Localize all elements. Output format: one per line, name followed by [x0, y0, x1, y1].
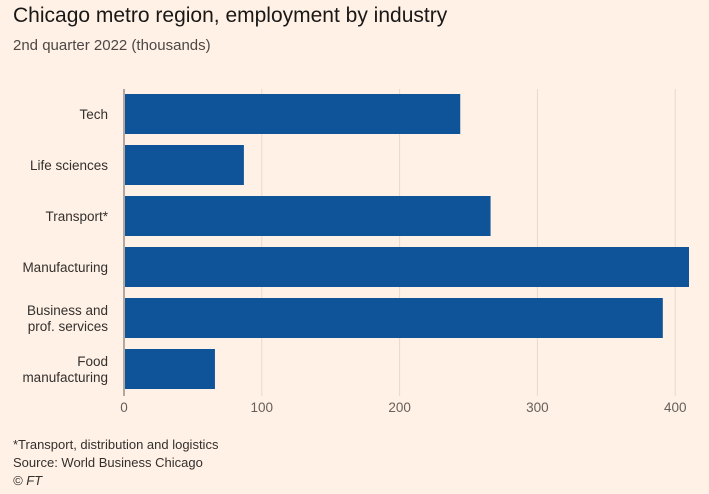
x-tick-label-100: 100	[251, 400, 274, 415]
bar-5	[125, 349, 215, 389]
x-tick-labels: 0 100 200 300 400	[120, 400, 686, 415]
bar-3	[125, 247, 689, 287]
category-label-1: Life sciences	[30, 158, 108, 173]
category-label-2: Transport*	[45, 209, 108, 224]
x-tick-label-300: 300	[526, 400, 549, 415]
x-tick-label-0: 0	[120, 400, 128, 415]
ft-credit: © FT	[13, 473, 43, 488]
footer: *Transport, distribution and logistics S…	[13, 436, 218, 490]
x-tick-label-400: 400	[664, 400, 687, 415]
category-label-5: Food manufacturing	[22, 354, 108, 385]
chart-title: Chicago metro region, employment by indu…	[13, 4, 448, 27]
source-note: Source: World Business Chicago	[13, 455, 203, 470]
chart-subtitle: 2nd quarter 2022 (thousands)	[13, 37, 211, 54]
category-label-3: Manufacturing	[22, 260, 108, 275]
x-tick-label-200: 200	[388, 400, 411, 415]
category-labels: Tech Life sciences Transport* Manufacturing…	[22, 107, 108, 385]
footnote: *Transport, distribution and logistics	[13, 437, 219, 452]
bar-1	[125, 145, 244, 185]
gridlines	[123, 89, 676, 396]
bar-chart: Tech Life sciences Transport* Manufacturing…	[22, 89, 689, 415]
category-label-4: Business and prof. services	[27, 303, 108, 334]
bar-2	[125, 196, 491, 236]
bar-4	[125, 298, 663, 338]
bar-0	[125, 94, 461, 134]
category-label-0: Tech	[79, 107, 108, 122]
bars	[125, 94, 689, 389]
